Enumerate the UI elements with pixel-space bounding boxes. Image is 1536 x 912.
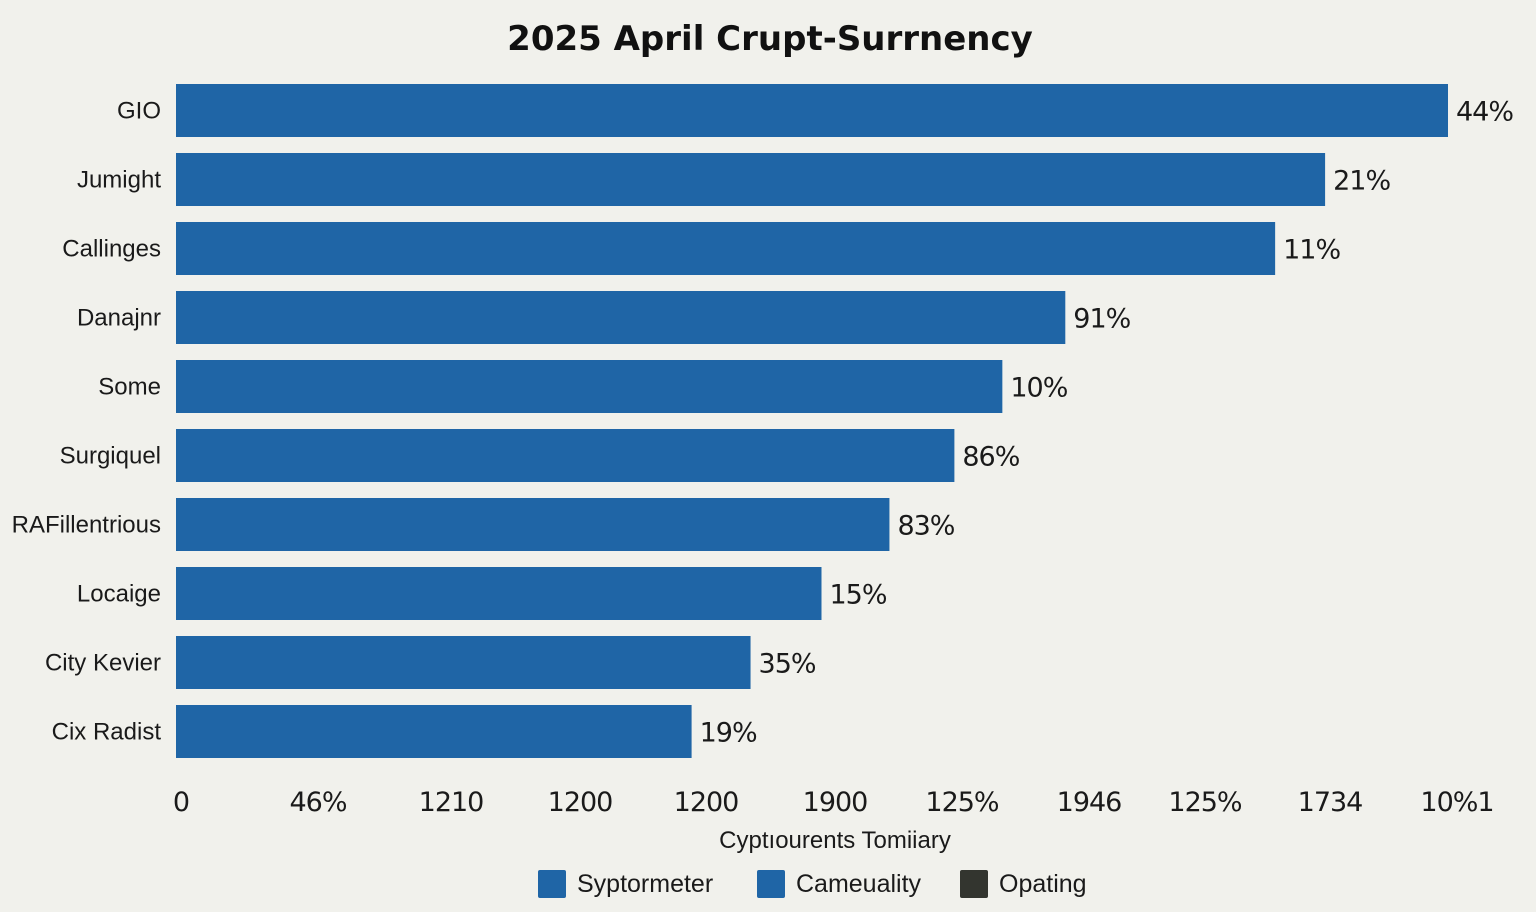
x-axis-title: Cyptıourents Tomiiary xyxy=(719,827,951,854)
legend: Syptormeter Cameuality Opating xyxy=(538,870,1087,898)
value-label-7: 15% xyxy=(829,580,886,611)
legend-label-1: Cameuality xyxy=(796,870,922,898)
bar-9 xyxy=(176,705,692,758)
value-label-9: 19% xyxy=(700,718,757,749)
x-tick-label-2: 1210 xyxy=(419,787,484,818)
value-label-0: 44% xyxy=(1456,97,1513,128)
x-tick-label-9: 1734 xyxy=(1298,787,1363,818)
value-label-4: 10% xyxy=(1010,373,1067,404)
legend-swatch-0 xyxy=(538,870,566,898)
x-tick-label-4: 1200 xyxy=(674,787,739,818)
value-label-3: 91% xyxy=(1073,304,1130,335)
value-label-5: 86% xyxy=(962,442,1019,473)
x-axis-ticks: 0 46% 1210 1200 1200 1900 125% 1946 125% 1734 10%1 xyxy=(173,787,1495,818)
bar-2 xyxy=(176,222,1276,275)
bar-3 xyxy=(176,291,1066,344)
category-label-4: Some xyxy=(98,374,161,401)
x-tick-label-5: 1900 xyxy=(803,787,868,818)
bar-5 xyxy=(176,429,955,482)
bar-8 xyxy=(176,636,751,689)
value-label-6: 83% xyxy=(897,511,954,542)
x-tick-label-0: 0 xyxy=(173,787,189,818)
x-tick-label-6: 125% xyxy=(925,787,999,818)
x-tick-label-1: 46% xyxy=(289,787,346,818)
legend-swatch-2 xyxy=(960,870,988,898)
category-label-1: Jumight xyxy=(77,167,161,194)
category-label-0: GIO xyxy=(117,98,161,125)
x-tick-label-8: 125% xyxy=(1168,787,1242,818)
category-label-2: Callinges xyxy=(62,236,161,263)
category-label-6: RAFillentrious xyxy=(12,512,161,539)
value-label-8: 35% xyxy=(759,649,816,680)
bar-7 xyxy=(176,567,822,620)
x-tick-label-7: 1946 xyxy=(1057,787,1122,818)
x-tick-label-3: 1200 xyxy=(548,787,613,818)
bar-6 xyxy=(176,498,890,551)
category-label-7: Locaige xyxy=(77,581,161,608)
category-label-8: City Kevier xyxy=(45,650,161,677)
legend-label-0: Syptormeter xyxy=(577,870,713,898)
category-label-5: Surgiquel xyxy=(60,443,161,470)
category-label-3: Danajnr xyxy=(77,305,161,332)
chart-title: 2025 April Crupt-Surrnency xyxy=(507,19,1033,59)
bar-0 xyxy=(176,84,1449,137)
value-label-1: 21% xyxy=(1333,166,1390,197)
bar-4 xyxy=(176,360,1003,413)
value-label-2: 11% xyxy=(1283,235,1340,266)
bars-group: GIO 44% Jumight 21% Callinges 11% Danajnr 91% So… xyxy=(12,84,1514,758)
legend-label-2: Opating xyxy=(999,870,1087,898)
x-tick-label-10: 10%1 xyxy=(1420,787,1493,818)
legend-swatch-1 xyxy=(757,870,785,898)
category-label-9: Cix Radist xyxy=(52,719,162,746)
bar-1 xyxy=(176,153,1326,206)
